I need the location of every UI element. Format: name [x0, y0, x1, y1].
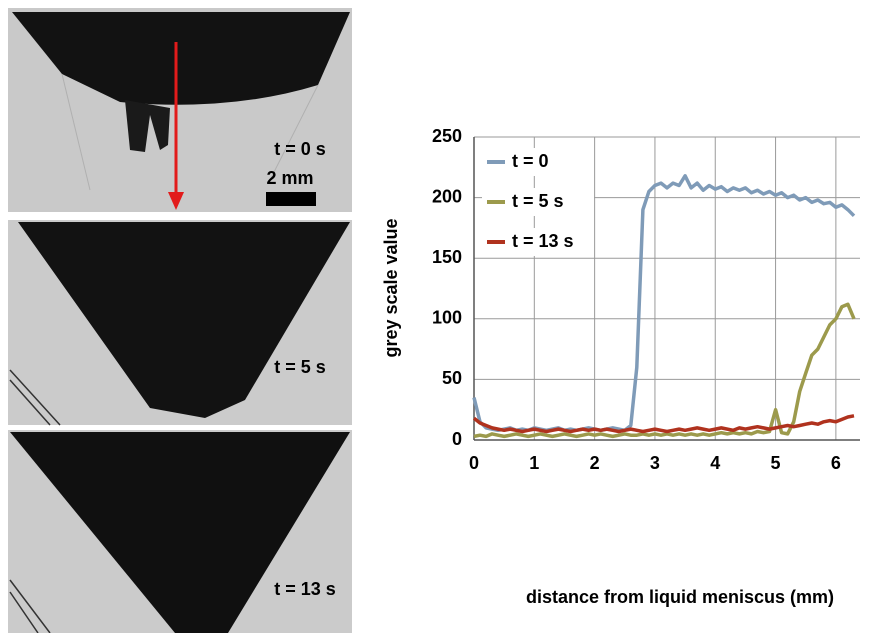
edge [9, 579, 51, 633]
y-axis-label: grey scale value [381, 218, 401, 357]
series-line [473, 302, 856, 439]
x-tick-label: 0 [469, 453, 479, 473]
cone-edge [61, 73, 319, 191]
scale-label: 2 mm [266, 168, 313, 188]
panel-label: t = 13 s [274, 579, 336, 599]
legend-label: t = 5 s [512, 191, 564, 211]
x-axis-label: distance from liquid meniscus (mm) [526, 587, 834, 607]
y-tick-label: 100 [432, 308, 462, 328]
legend-label: t = 0 [512, 151, 549, 171]
photo-panels: t = 0 s 2 mm t = 5 s t = 13 s [8, 8, 352, 633]
y-tick-label: 200 [432, 186, 462, 206]
legend-label: t = 13 s [512, 231, 574, 251]
x-tick-label: 2 [590, 453, 600, 473]
edge [9, 369, 61, 426]
panel-label: t = 5 s [274, 357, 326, 377]
y-tick-label: 0 [452, 429, 462, 449]
x-tick-label: 1 [529, 453, 539, 473]
liquid [12, 12, 350, 105]
y-tick-label: 250 [432, 126, 462, 146]
y-tick-label: 50 [442, 368, 462, 388]
arrow-head [168, 192, 184, 210]
x-tick-label: 6 [831, 453, 841, 473]
panel-label: t = 0 s [274, 139, 326, 159]
drips [125, 100, 170, 152]
x-tick-label: 3 [650, 453, 660, 473]
x-tick-label: 5 [771, 453, 781, 473]
x-tick-label: 4 [710, 453, 720, 473]
scale-bar [266, 192, 316, 206]
liquid [10, 432, 350, 633]
liquid [18, 222, 350, 418]
series-line [472, 414, 855, 434]
y-tick-label: 150 [432, 247, 462, 267]
